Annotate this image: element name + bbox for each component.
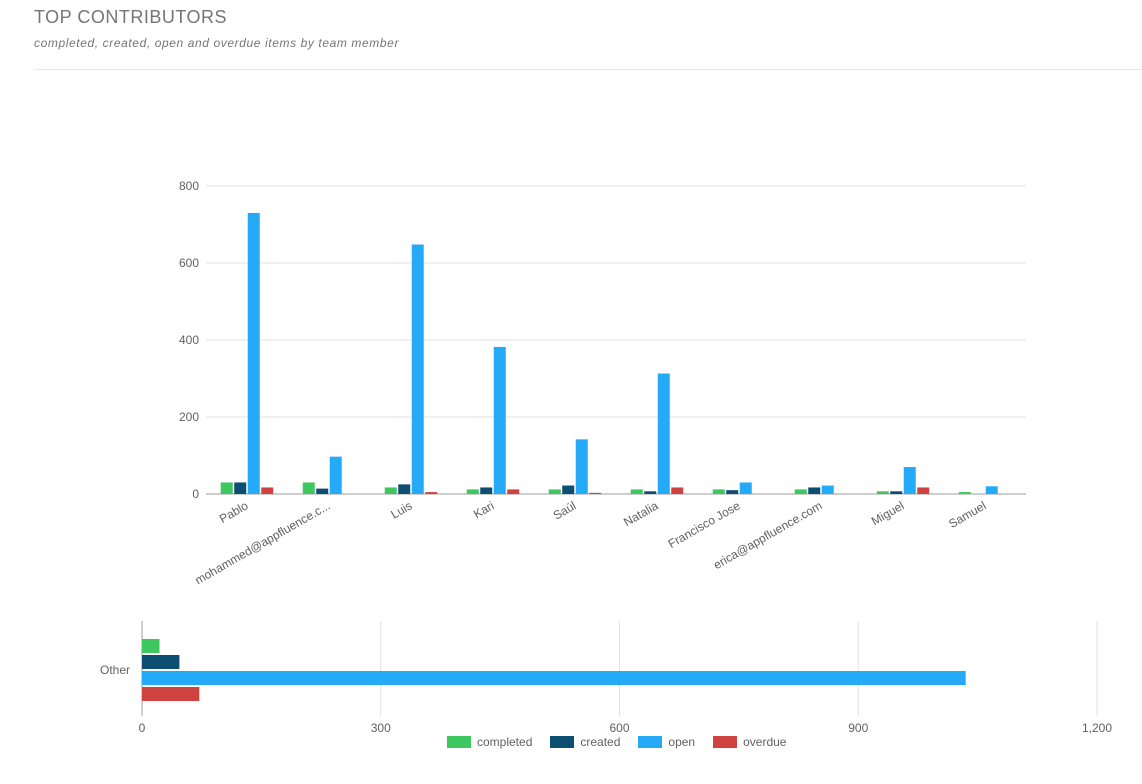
bar-completed [712,489,725,494]
chart-title: TOP CONTRIBUTORS [34,7,228,27]
bar-open [247,212,260,494]
y-tick-label: 400 [179,333,199,347]
x-tick-label-sa-l: Saúl [551,498,579,522]
x-tick-label: 300 [371,721,391,735]
legend-label-overdue: overdue [743,735,787,749]
x-tick-label-natalia: Natalia [621,498,661,529]
bar-open [903,467,916,494]
bar-overdue [142,687,200,701]
bar-completed [794,489,807,494]
bar-created [726,490,739,494]
y-tick-label-other: Other [100,663,130,677]
x-tick-label-mohammed-appfluence-c: mohammed@appfluence.c... [192,498,332,587]
bar-created [142,655,180,669]
legend-label-open: open [668,735,696,749]
bar-open [493,346,506,494]
legend-swatch-created [550,736,575,748]
x-tick-label-kari: Kari [471,498,496,521]
bar-completed [466,489,479,494]
bar-open [739,482,752,494]
bar-completed [630,489,643,494]
bar-overdue [261,487,274,494]
bar-overdue [425,492,438,494]
x-tick-label: 900 [848,721,868,735]
x-tick-label-miguel: Miguel [869,498,907,528]
legend-item-open[interactable]: open [638,735,695,749]
x-tick-label: 1,200 [1082,721,1112,735]
legend-swatch-overdue [713,736,738,748]
bar-open [657,373,670,494]
legend-item-completed[interactable]: completed [447,735,532,749]
bar-open [411,244,424,494]
legend-swatch-completed [447,736,471,748]
bar-created [480,487,493,494]
x-tick-label-pablo: Pablo [217,498,251,526]
bar-overdue [507,489,520,494]
legend-item-created[interactable]: created [550,735,620,749]
bar-created [890,491,903,494]
chart-legend: completed created open overdue [447,734,804,750]
bar-open [821,485,834,494]
bar-created [316,488,329,494]
y-tick-label: 600 [179,256,199,270]
bar-created [562,485,575,494]
bar-created [808,487,821,494]
bar-completed [142,639,160,653]
bar-completed [876,491,889,494]
header-divider [34,69,1142,70]
bar-completed [220,482,233,494]
bar-open [142,671,966,685]
bar-open [985,486,998,494]
bar-completed [384,487,397,494]
bar-created [398,484,411,494]
bar-completed [958,492,971,494]
legend-label-completed: completed [477,735,533,749]
bar-overdue [917,487,930,494]
bar-overdue [671,487,684,494]
x-tick-label-francisco-jose: Francisco Jose [666,498,743,551]
bar-completed [302,482,315,494]
x-tick-label: 0 [139,721,146,735]
bar-created [644,491,657,494]
legend-swatch-open [638,736,663,748]
x-tick-label-luis: Luis [388,498,414,521]
x-tick-label-samuel: Samuel [946,498,988,530]
y-tick-label: 200 [179,410,199,424]
bar-open [575,439,588,494]
y-tick-label: 800 [179,179,199,193]
x-tick-label: 600 [609,721,629,735]
bar-open [329,456,342,494]
legend-label-created: created [580,735,621,749]
y-tick-label: 0 [192,487,199,501]
chart-subtitle: completed, created, open and overdue ite… [34,36,400,50]
bar-created [234,482,247,494]
bar-overdue [589,492,602,494]
bar-completed [548,489,561,494]
legend-item-overdue[interactable]: overdue [713,735,786,749]
